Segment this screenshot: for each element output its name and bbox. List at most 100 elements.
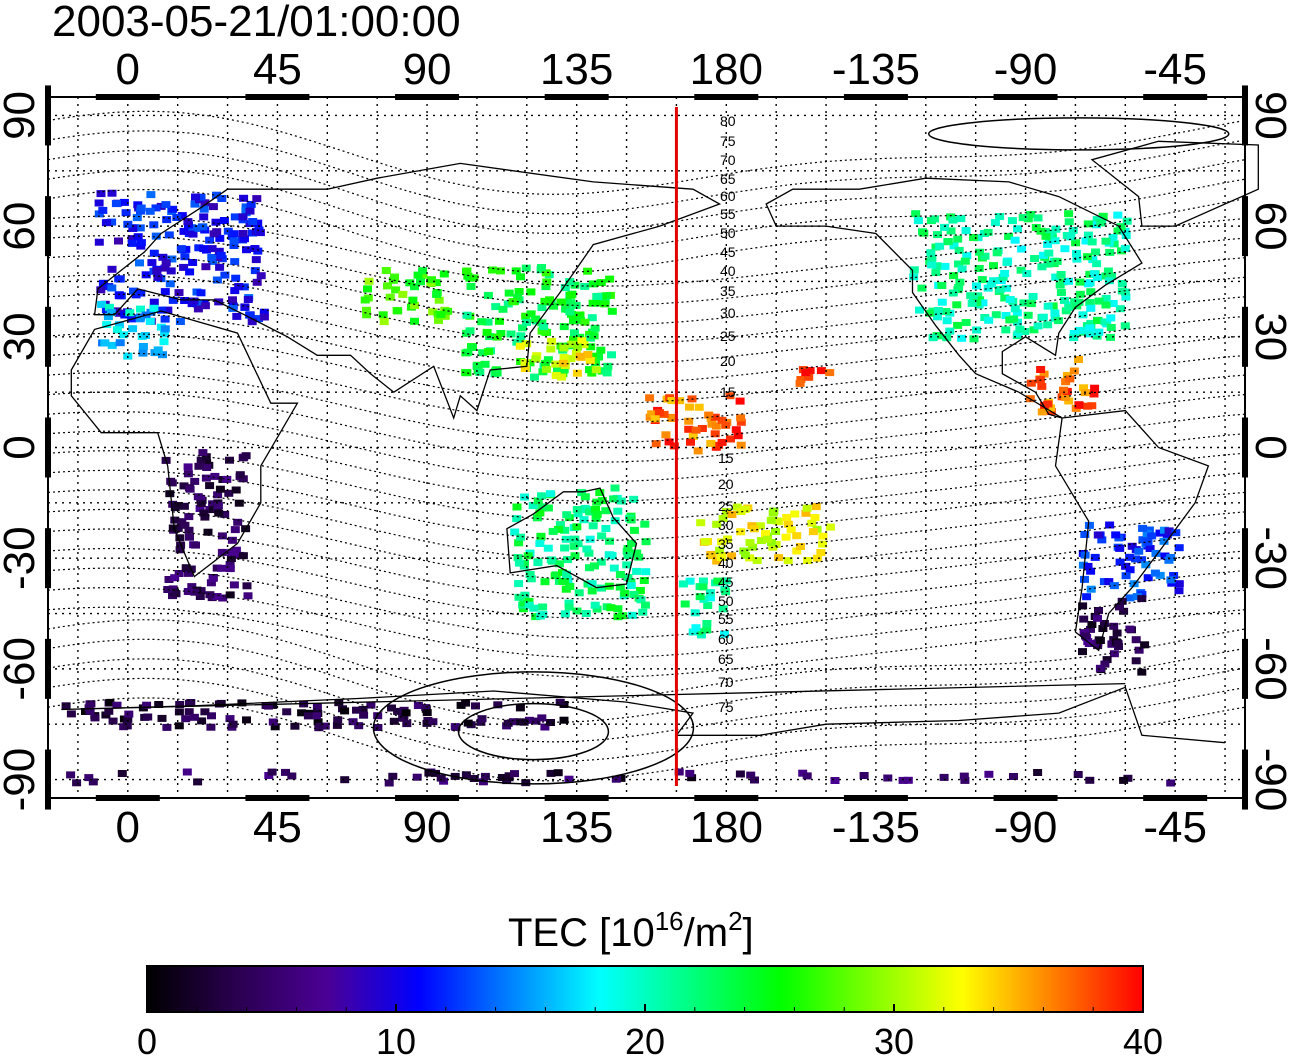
contour-line bbox=[47, 619, 1246, 704]
tec-cell bbox=[393, 707, 403, 715]
tec-cell bbox=[127, 235, 137, 243]
tec-cell bbox=[196, 500, 206, 507]
tec-cell bbox=[1079, 384, 1088, 392]
tec-cell bbox=[596, 584, 606, 592]
tec-cell bbox=[525, 571, 535, 578]
tec-cell bbox=[693, 628, 703, 636]
tec-cell bbox=[535, 540, 545, 547]
tec-cell bbox=[1164, 527, 1174, 535]
tec-cell bbox=[228, 296, 237, 304]
tec-cell bbox=[231, 274, 241, 282]
tec-cell bbox=[641, 538, 651, 546]
tec-cell bbox=[756, 537, 766, 544]
lon-tick-label: -45 bbox=[1143, 803, 1207, 852]
tec-cell bbox=[587, 314, 597, 322]
tec-cell bbox=[700, 538, 710, 546]
tec-cell bbox=[543, 356, 553, 364]
tec-cell bbox=[383, 282, 392, 290]
tec-cell bbox=[468, 344, 477, 351]
tec-cell bbox=[559, 344, 569, 352]
tec-cell bbox=[114, 237, 123, 245]
tec-cell bbox=[194, 244, 204, 252]
tec-cell bbox=[967, 299, 977, 307]
tec-cell bbox=[181, 715, 191, 723]
tec-cell bbox=[972, 282, 981, 290]
tec-cell bbox=[179, 502, 189, 510]
tec-cell bbox=[216, 251, 226, 259]
tec-cell bbox=[183, 463, 193, 471]
tec-cell bbox=[1075, 290, 1085, 298]
tec-cell bbox=[1086, 304, 1096, 312]
tec-cell bbox=[984, 770, 994, 778]
tec-cell bbox=[991, 311, 1001, 319]
tec-cell bbox=[542, 365, 551, 373]
tec-cell bbox=[588, 299, 598, 307]
tec-cell bbox=[483, 318, 493, 326]
tec-cell bbox=[184, 513, 194, 521]
contour-labels: 8075706560555045403530252015152025303540… bbox=[718, 113, 736, 715]
contour-line bbox=[47, 110, 1246, 195]
tec-cell bbox=[128, 325, 138, 333]
tec-cell bbox=[427, 276, 436, 284]
tec-cell bbox=[911, 210, 921, 218]
tec-cell bbox=[725, 392, 735, 400]
tec-cell bbox=[1037, 408, 1047, 416]
tec-cell bbox=[1116, 223, 1126, 231]
tec-cell bbox=[1166, 576, 1176, 584]
tec-cell bbox=[801, 369, 811, 377]
tec-cell bbox=[635, 587, 645, 594]
tec-cell bbox=[926, 249, 936, 257]
tec-cell bbox=[554, 560, 564, 568]
tec-cell bbox=[529, 604, 539, 612]
tec-cell bbox=[1001, 284, 1011, 292]
tec-cell bbox=[190, 477, 200, 485]
tec-cell bbox=[774, 554, 784, 562]
tec-cell bbox=[998, 273, 1008, 281]
tec-cell bbox=[434, 296, 444, 304]
tec-cell bbox=[431, 769, 440, 777]
tec-cell bbox=[685, 769, 695, 777]
tec-cell bbox=[504, 774, 514, 782]
tec-cell bbox=[494, 317, 504, 325]
tec-cell bbox=[946, 227, 956, 235]
tec-cell bbox=[250, 267, 260, 275]
tec-cell bbox=[1072, 249, 1081, 257]
tec-cell bbox=[1082, 593, 1092, 601]
tec-cell bbox=[816, 367, 826, 375]
tec-cell bbox=[203, 528, 213, 536]
tec-cell bbox=[373, 724, 383, 731]
tec-cell bbox=[212, 593, 222, 600]
tec-cell bbox=[136, 305, 145, 313]
tec-cell bbox=[422, 709, 432, 717]
tec-cell bbox=[1071, 239, 1081, 247]
tec-cell bbox=[932, 313, 942, 321]
tec-cell bbox=[1037, 263, 1047, 271]
tec-cell bbox=[162, 216, 172, 224]
tec-cell bbox=[561, 535, 571, 543]
tec-cell bbox=[580, 318, 590, 326]
tec-cell bbox=[202, 464, 212, 471]
tec-cell bbox=[560, 526, 570, 534]
contour-label: 40 bbox=[720, 263, 736, 279]
tec-cell bbox=[1012, 309, 1022, 317]
tec-cell bbox=[241, 203, 251, 211]
tec-cell bbox=[114, 321, 124, 329]
tec-cell bbox=[1069, 330, 1079, 337]
frame-tick-right bbox=[1242, 528, 1248, 589]
tec-cell bbox=[553, 366, 562, 374]
frame-tick-left bbox=[45, 638, 51, 699]
tec-cell bbox=[230, 287, 240, 295]
tec-cell bbox=[1122, 217, 1132, 225]
tec-cell bbox=[590, 562, 599, 570]
tec-cell bbox=[510, 528, 520, 536]
tec-cell bbox=[1001, 326, 1011, 334]
tec-cells bbox=[61, 189, 1184, 787]
contour-line bbox=[47, 567, 1246, 639]
tec-cell bbox=[1145, 545, 1155, 552]
tec-cell bbox=[579, 516, 589, 524]
tec-cell bbox=[909, 266, 919, 274]
tec-cell bbox=[1131, 657, 1141, 665]
lon-tick-label: 0 bbox=[116, 45, 140, 94]
tec-cell bbox=[217, 564, 227, 572]
tec-cell bbox=[85, 707, 95, 715]
